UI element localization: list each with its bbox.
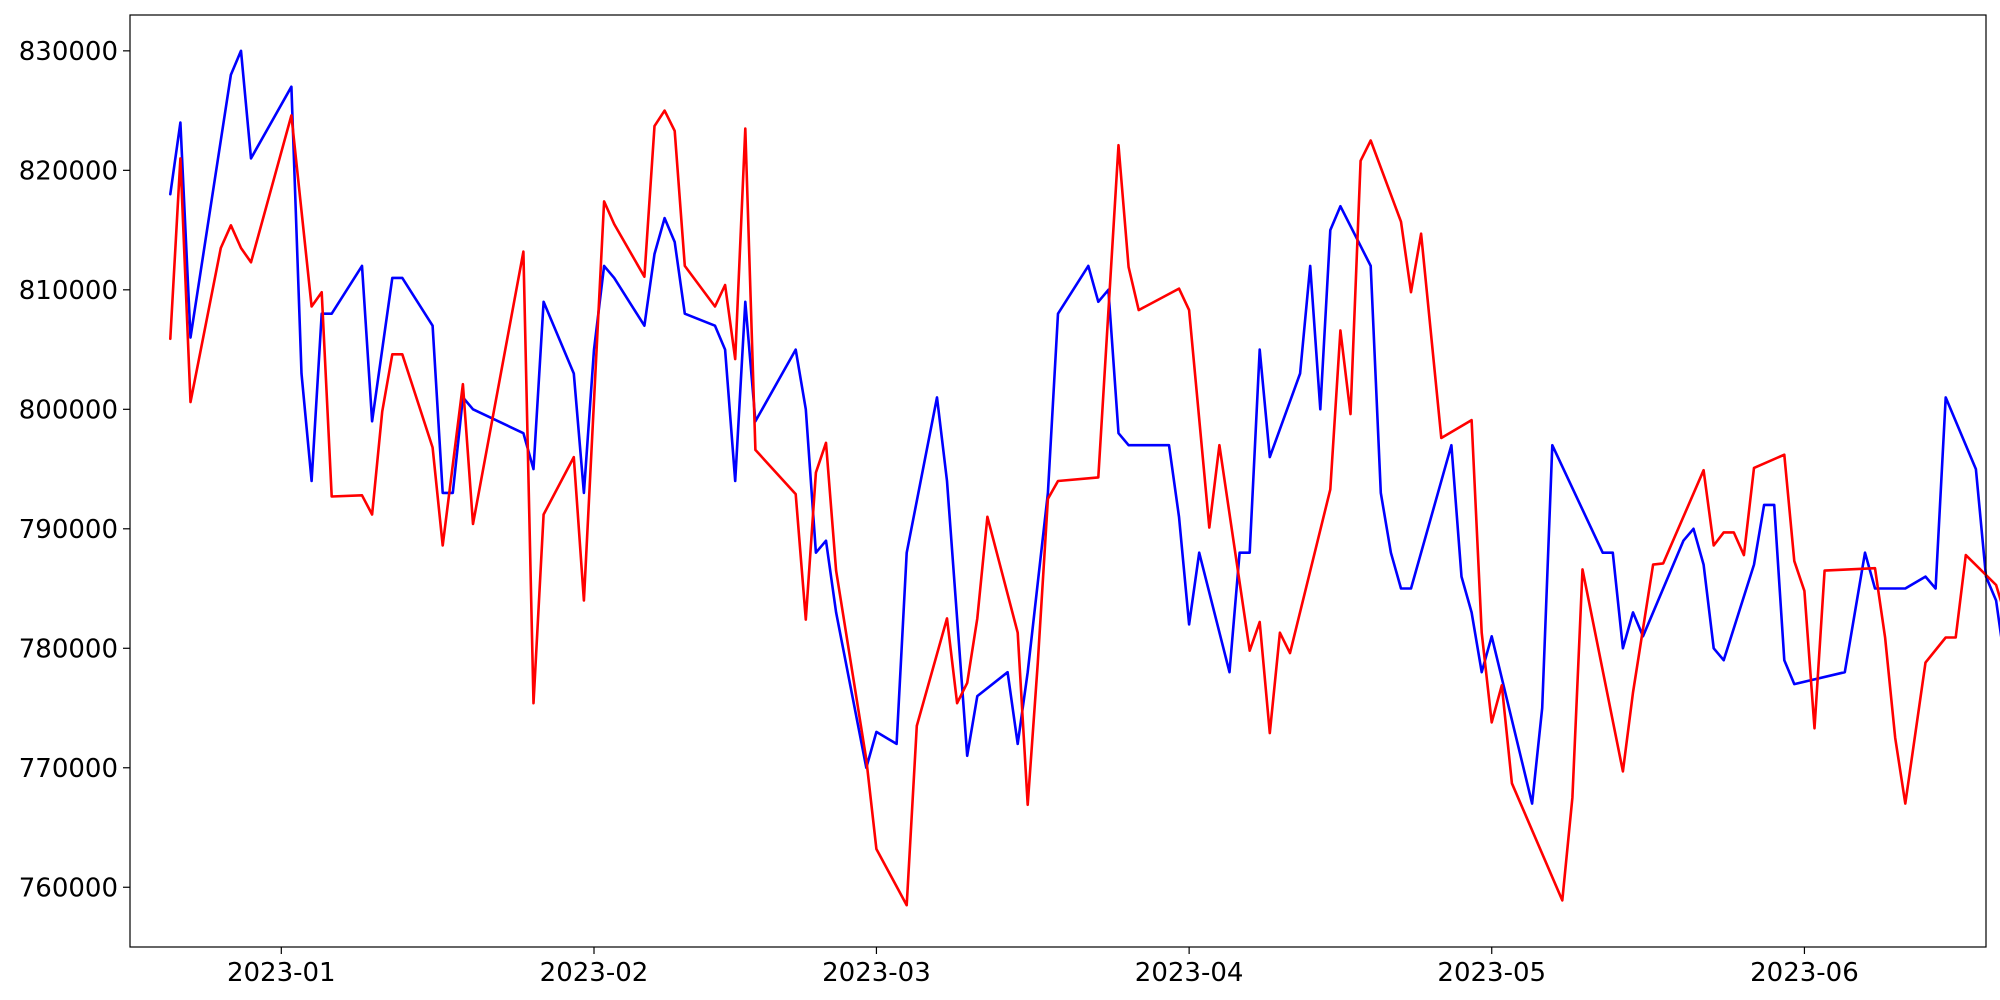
- x-tick-label: 2023-02: [540, 958, 649, 988]
- x-tick-label: 2023-04: [1135, 958, 1244, 988]
- x-axis: 2023-01 2023-02 2023-03 2023-04 2023-05 2023-…: [227, 947, 1859, 988]
- y-axis: 760000 770000 780000 790000 800000 810000 8200…: [19, 37, 130, 903]
- y-tick-label: 800000: [19, 395, 118, 425]
- x-tick-label: 2023-03: [822, 958, 931, 988]
- series-line-1: [169, 49, 2000, 805]
- y-tick-label: 830000: [19, 37, 118, 67]
- series-layer: [169, 49, 2000, 907]
- x-tick-label: 2023-05: [1437, 958, 1546, 988]
- x-tick-label: 2023-01: [227, 958, 336, 988]
- y-tick-label: 760000: [19, 873, 118, 903]
- y-tick-label: 820000: [19, 156, 118, 186]
- y-tick-label: 810000: [19, 276, 118, 306]
- plot-area-frame: [129, 14, 1987, 948]
- y-tick-label: 780000: [19, 634, 118, 664]
- y-tick-label: 770000: [19, 754, 118, 784]
- series-line-2: [169, 109, 2000, 907]
- x-tick-label: 2023-06: [1750, 958, 1859, 988]
- y-tick-label: 790000: [19, 515, 118, 545]
